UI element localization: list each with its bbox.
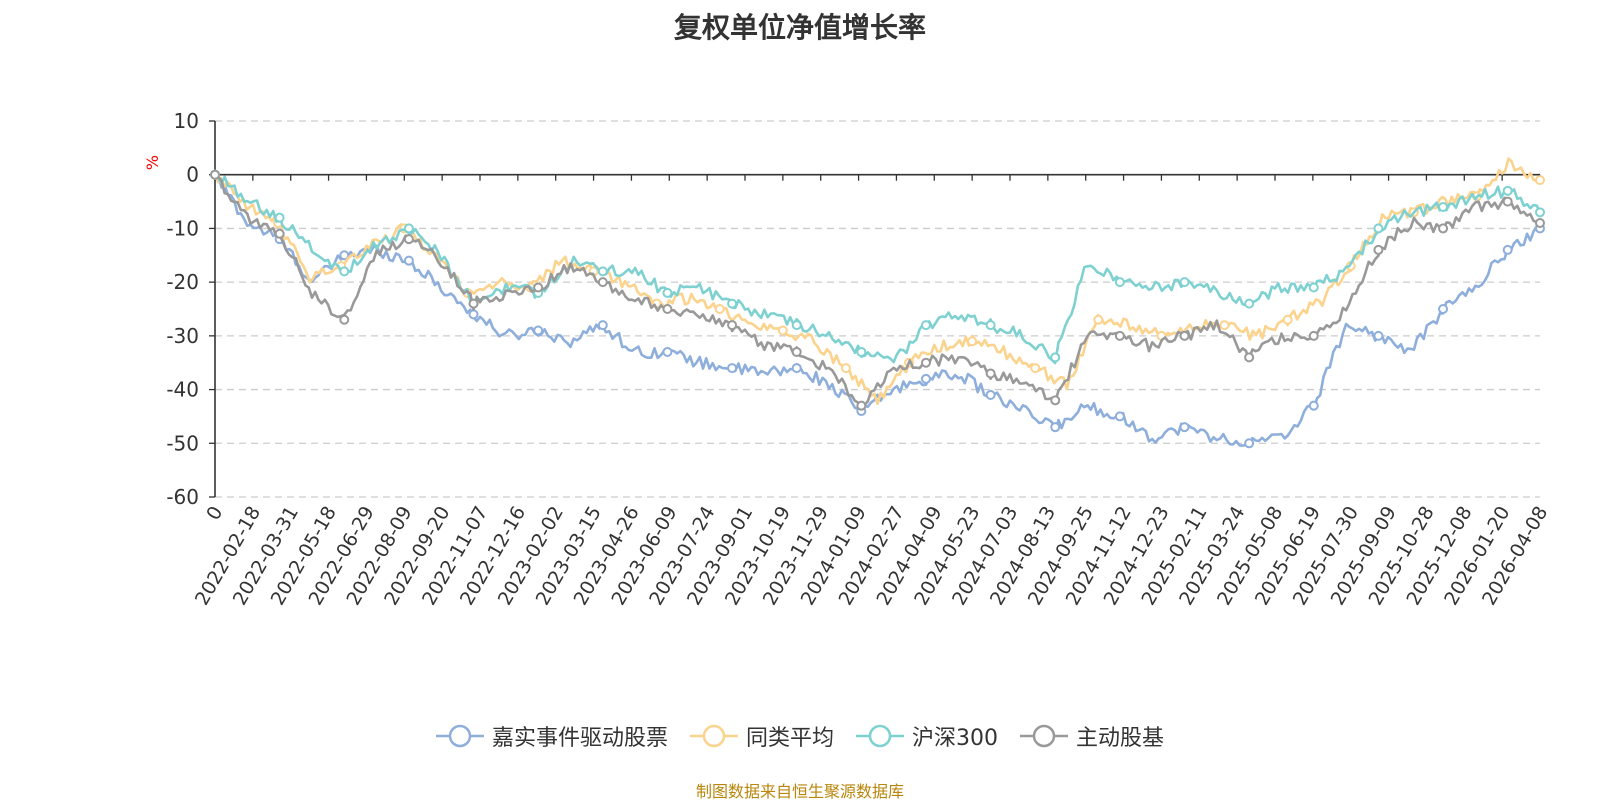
series-1-point: [727, 363, 738, 374]
series-3-point: [662, 287, 673, 298]
series-3-point: [1114, 277, 1125, 288]
legend-label: 沪深300: [912, 726, 998, 751]
y-tick-label: -20: [166, 270, 199, 294]
series-1-point: [662, 346, 673, 357]
series-1-point: [1179, 422, 1190, 433]
y-tick-label: -60: [166, 485, 199, 509]
series-1-point: [597, 320, 608, 331]
series-2-point: [1282, 314, 1293, 325]
legend-item-2[interactable]: 同类平均: [689, 720, 834, 752]
x-tick-label: 0: [202, 503, 227, 524]
series-3-point: [1050, 352, 1061, 363]
series-4-point: [339, 314, 350, 325]
series-4-point: [662, 304, 673, 314]
series-2-point: [967, 336, 978, 347]
series-1-point: [985, 389, 996, 400]
legend-item-4[interactable]: 主动股基: [1020, 720, 1164, 752]
series-line-4: [214, 173, 1541, 409]
series-3-point: [1438, 201, 1449, 212]
series-3-point: [1179, 277, 1190, 288]
series-4-point: [403, 234, 414, 245]
series-4-point: [985, 368, 996, 379]
series-3-point: [1502, 185, 1513, 196]
series-2-point: [1535, 175, 1545, 186]
series-2-point: [777, 325, 788, 336]
series-1-point: [1244, 438, 1255, 449]
series-1-point: [339, 250, 350, 261]
series-3-point: [1535, 207, 1545, 218]
series-3-point: [1308, 282, 1319, 293]
series-4-point: [468, 298, 479, 309]
legend-label: 同类平均: [745, 726, 834, 751]
series-4-point: [920, 357, 931, 368]
series-4-point: [856, 400, 867, 411]
series-1-point: [1438, 304, 1449, 314]
series-4-point: [1114, 330, 1125, 341]
series-4-point: [210, 169, 220, 180]
y-tick-label: 10: [174, 109, 199, 133]
series-1-point: [1308, 400, 1319, 411]
series-2-point: [1030, 363, 1041, 374]
series-4-point: [533, 282, 544, 293]
series-3-point: [791, 320, 802, 331]
series-3-point: [856, 346, 867, 357]
legend: 嘉实事件驱动股票 同类平均 沪深300 主动股基: [0, 720, 1600, 752]
series-4-point: [1308, 330, 1319, 341]
series-1-point: [1050, 422, 1061, 433]
series-4-point: [1535, 218, 1545, 229]
series-1-point: [791, 363, 802, 374]
chart-title: 复权单位净值增长率: [673, 11, 926, 44]
series-4-point: [1373, 244, 1384, 255]
legend-label: 嘉实事件驱动股票: [491, 726, 668, 751]
legend-swatch-icon: [856, 724, 904, 748]
series-2-point: [1093, 314, 1104, 325]
series-3-point: [985, 320, 996, 331]
series-1-point: [1373, 330, 1384, 341]
legend-swatch-icon: [435, 724, 484, 748]
series-3-point: [1373, 223, 1384, 234]
series-4-point: [1438, 223, 1449, 234]
y-axis-label: %: [143, 155, 162, 170]
series-2-point: [840, 363, 851, 374]
y-tick-label: 0: [186, 163, 199, 187]
series-1-point: [1114, 411, 1125, 422]
series-line-2: [213, 157, 1541, 405]
series-3-point: [1244, 298, 1255, 309]
series-1-point: [1502, 244, 1513, 255]
series-1-point: [468, 309, 479, 320]
series-4-point: [597, 277, 608, 288]
series-4-point: [1502, 196, 1513, 207]
data-source-note: 制图数据来自恒生聚源数据库: [695, 782, 904, 801]
legend-item-1[interactable]: 嘉实事件驱动股票: [435, 720, 668, 752]
y-tick-label: -40: [166, 378, 199, 402]
series-line-1: [214, 173, 1541, 448]
series-2-point: [1219, 320, 1230, 331]
y-tick-label: -30: [166, 324, 199, 348]
series-3-point: [403, 223, 414, 234]
series-4-point: [727, 320, 738, 331]
series-3-point: [339, 266, 350, 277]
series-4-point: [274, 228, 285, 239]
series-1-point: [533, 325, 544, 336]
series-line-3: [214, 173, 1542, 365]
legend-swatch-icon: [1020, 724, 1068, 748]
series-3-point: [920, 320, 931, 331]
series-3-point: [597, 266, 608, 277]
series-4-point: [791, 346, 802, 357]
legend-item-3[interactable]: 沪深300: [856, 720, 998, 752]
series-4-point: [1244, 352, 1255, 363]
series-1-point: [920, 373, 931, 384]
series-1-point: [403, 255, 414, 266]
legend-swatch-icon: [689, 724, 738, 748]
y-tick-label: -10: [166, 216, 199, 240]
legend-label: 主动股基: [1076, 726, 1165, 751]
series-4-point: [1179, 330, 1190, 341]
series-4-point: [1050, 395, 1061, 406]
y-tick-label: -50: [166, 431, 199, 455]
series-2-point: [714, 304, 725, 314]
series-3-point: [274, 212, 285, 223]
series-3-point: [727, 298, 738, 309]
